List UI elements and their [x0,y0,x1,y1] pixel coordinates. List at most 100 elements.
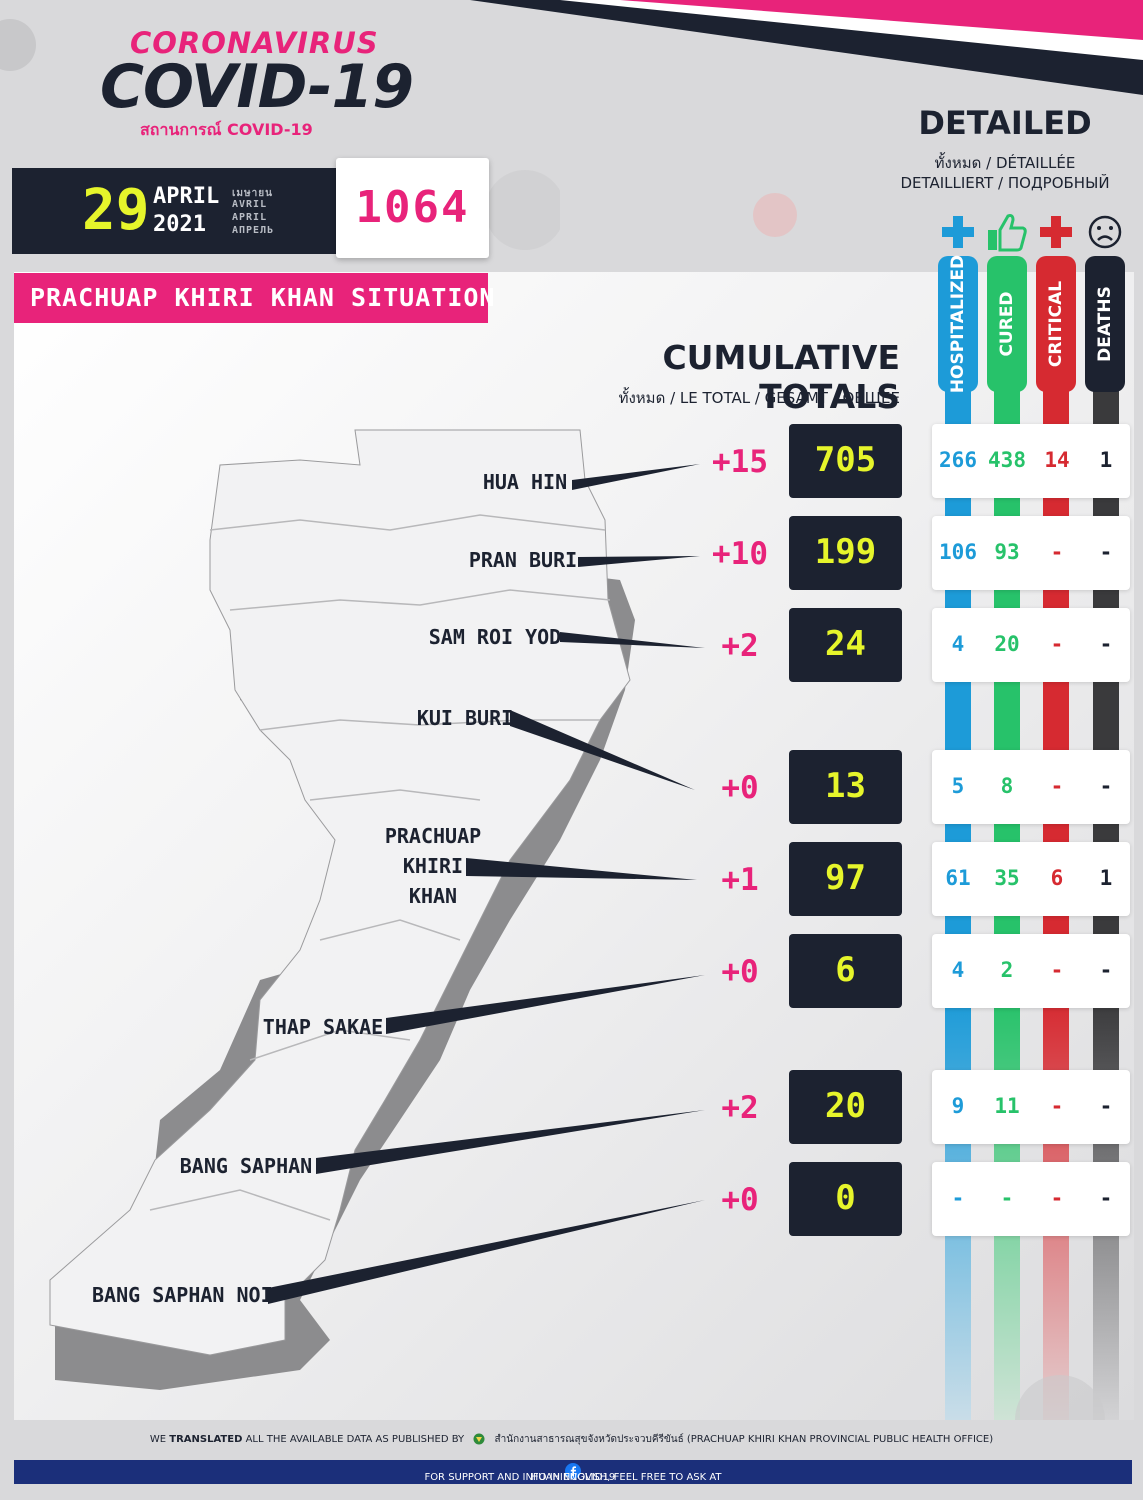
district-label: BANG SAPHAN NOI [92,1283,273,1307]
district-label: KHIRI [402,854,464,878]
column-head-cured: CURED [987,256,1027,392]
situation-label: PRACHUAP KHIRI KHAN SITUATION [30,283,496,312]
health-office-logo-icon [473,1433,485,1445]
district-label: SAM ROI YOD [428,625,562,649]
row-detail-card: 9 11 - - [932,1070,1130,1144]
deaths-value: 1 [1099,866,1113,890]
critical-value: - [1050,632,1064,656]
hospitalized-value: 4 [951,958,965,982]
district-label: KUI BURI [416,706,514,730]
thumbs-up-icon [988,214,1027,252]
cured-value: 438 [988,448,1026,472]
hospitalized-value: 5 [951,774,965,798]
column-head-critical: CRITICAL [1036,256,1076,392]
month-french: AVRIL [232,199,268,210]
plus-icon [1040,216,1072,248]
date-bar [12,168,337,254]
row-detail-card: 4 2 - - [932,934,1130,1008]
thai-subtitle: สถานการณ์ COVID-19 [140,120,313,139]
row-delta: +2 [721,628,759,664]
critical-value: - [1050,1186,1064,1210]
row-delta: +0 [721,954,759,990]
row-delta: +10 [712,536,768,572]
critical-value: - [1050,958,1064,982]
row-total: 0 [789,1162,902,1236]
cumulative-title: CUMULATIVE TOTALS [662,338,900,416]
district-label: KHAN [408,884,458,908]
district-label: THAP SAKAE [262,1015,384,1039]
cumulative-subtitle: ทั้งหมด / LE TOTAL / GESAMT / ОБЩЕЕ [618,389,900,407]
hospitalized-value: - [951,1186,965,1210]
row-delta: +15 [712,444,768,480]
virus-decoration-icon [485,170,560,250]
detailed-subtitle-1: ทั้งหมด / DÉTAILLÉE [934,154,1076,172]
deaths-value: - [1099,540,1113,564]
deaths-value: - [1099,632,1113,656]
situation-banner: PRACHUAP KHIRI KHAN SITUATION [14,273,495,323]
deaths-value: - [1099,1186,1113,1210]
column-head-hospitalized: HOSPITALIZED [938,255,978,393]
grand-total-value: 1064 [355,182,470,233]
virus-decoration-icon [753,193,797,237]
district-label: BANG SAPHAN [179,1154,313,1178]
cured-value: 93 [994,540,1020,564]
row-detail-card: 4 20 - - [932,608,1130,682]
deaths-value: - [1099,958,1113,982]
detailed-subtitle-2: DETAILLIERT / ПОДРОБНЫЙ [900,174,1110,192]
province-map [49,429,635,1390]
row-total: 13 [789,750,902,824]
coronavirus-title: CORONAVIRUS [130,26,379,60]
row-total: 97 [789,842,902,916]
row-detail-card: 266 438 14 1 [932,424,1130,498]
footer-source: WE TRANSLATED ALL THE AVAILABLE DATA AS … [149,1433,994,1445]
hospitalized-value: 9 [951,1094,965,1118]
row-detail-card: - - - - [932,1162,1130,1236]
row-delta: +2 [721,1090,759,1126]
hospitalized-value: 4 [951,632,965,656]
deaths-value: 1 [1099,448,1113,472]
sad-face-icon [1088,215,1122,249]
row-delta: +1 [721,862,759,898]
row-total: 705 [789,424,902,498]
virus-decoration-icon [0,19,36,71]
critical-value: - [1050,1094,1064,1118]
deaths-value: - [1099,1094,1113,1118]
month-german: APRIL [232,212,268,223]
row-delta: +0 [721,1182,759,1218]
header-ribbons [470,0,1143,95]
deaths-value: - [1099,774,1113,798]
detailed-title: DETAILED [918,104,1092,142]
grand-total-box: 1064 [336,158,489,258]
date-year: 2021 [153,212,206,237]
virus-decoration-icon [1015,1375,1105,1420]
footer-support-bar: FOR SUPPORT AND INFO IN ENGLISH, FEEL FR… [14,1460,1132,1484]
hospitalized-value: 106 [939,540,977,564]
row-detail-card: 5 8 - - [932,750,1130,824]
cured-value: 20 [994,632,1020,656]
month-thai: เมษายน [232,188,273,199]
facebook-icon [565,1463,581,1479]
covid-title: COVID-19 [100,52,414,122]
cured-value: 8 [1000,774,1014,798]
critical-value: 6 [1050,866,1064,890]
month-russian: АПРЕЛЬ [232,225,275,236]
date-month: APRIL [153,184,220,209]
row-detail-card: 106 93 - - [932,516,1130,590]
plus-icon [942,216,974,248]
critical-value: - [1050,774,1064,798]
row-total: 6 [789,934,902,1008]
cured-value: 11 [994,1094,1020,1118]
column-head-deaths: DEATHS [1085,256,1125,392]
district-label: HUA HIN [482,470,568,494]
cured-value: 2 [1000,958,1014,982]
facebook-handle[interactable]: HUAHINCOVID19 [530,1472,616,1483]
hospitalized-value: 266 [939,448,977,472]
cured-value: 35 [994,866,1020,890]
row-total: 199 [789,516,902,590]
district-label: PRAN BURI [468,548,578,572]
row-total: 24 [789,608,902,682]
row-delta: +0 [721,770,759,806]
district-label: PRACHUAP [384,824,482,848]
critical-value: 14 [1044,448,1070,472]
